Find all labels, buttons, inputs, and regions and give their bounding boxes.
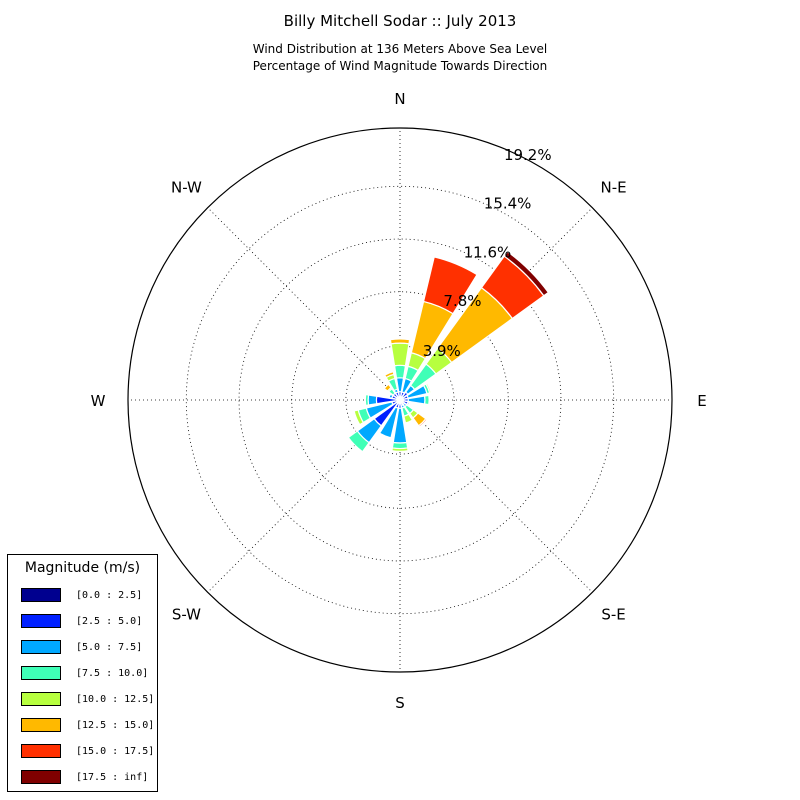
bar-segment-ssw-2 xyxy=(378,406,399,439)
direction-label-s-e: S-E xyxy=(601,606,625,624)
bar-segment-ene-4 xyxy=(425,382,432,394)
grid-ring xyxy=(345,345,455,455)
legend-label: [7.5 : 10.0] xyxy=(76,668,149,679)
radial-tick-label: 11.6% xyxy=(464,243,512,261)
bar-segment-ese-2 xyxy=(406,401,411,406)
legend-item: [17.5 : inf] xyxy=(21,770,151,786)
radial-tick-label: 3.9% xyxy=(423,342,461,360)
legend-swatch xyxy=(21,640,61,654)
direction-label-n: N xyxy=(394,90,405,108)
chart-subtitle-line-1: Wind Distribution at 136 Meters Above Se… xyxy=(252,42,548,56)
legend-swatch xyxy=(21,666,61,680)
bar-segment-e-3 xyxy=(423,394,430,406)
direction-label-w: W xyxy=(91,392,106,410)
legend-swatch xyxy=(21,744,61,758)
direction-label-s-w: S-W xyxy=(172,606,201,624)
bar-segment-wnw-2 xyxy=(388,393,394,399)
legend-label: [5.0 : 7.5] xyxy=(76,642,143,653)
legend-swatch xyxy=(21,770,61,784)
legend-item: [7.5 : 10.0] xyxy=(21,666,151,682)
bar-segment-nne-6 xyxy=(422,256,478,315)
legend-swatch xyxy=(21,718,61,732)
legend-label: [0.0 : 2.5] xyxy=(76,590,143,601)
bar-segment-s-3 xyxy=(391,441,409,450)
legend-item: [2.5 : 5.0] xyxy=(21,614,151,630)
bars-layer xyxy=(347,250,550,453)
legend-item: [5.0 : 7.5] xyxy=(21,640,151,656)
direction-label-s: S xyxy=(395,694,405,712)
grid-spoke xyxy=(207,207,401,401)
bar-segment-w-2 xyxy=(367,394,378,406)
legend-label: [12.5 : 15.0] xyxy=(76,720,155,731)
legend-item: [15.0 : 17.5] xyxy=(21,744,155,760)
direction-label-n-e: N-E xyxy=(600,178,626,196)
bar-segment-n-3 xyxy=(393,364,407,379)
labels-layer: 3.9% 7.8% 11.6% 15.4% 19.2% N N-E E S-E S S-W W N-W xyxy=(91,90,707,712)
bar-segment-sse-4 xyxy=(403,413,414,424)
legend-item: [12.5 : 15.0] xyxy=(21,718,155,734)
bar-segment-s-4 xyxy=(391,447,409,452)
chart-title: Billy Mitchell Sodar :: July 2013 xyxy=(283,12,517,30)
grid-spoke xyxy=(207,399,401,593)
legend: Magnitude (m/s) [0.0 : 2.5] [2.5 : 5.0] … xyxy=(7,554,158,792)
outer-ring xyxy=(127,127,673,673)
bar-segment-w-3 xyxy=(364,393,370,407)
bar-segment-nw-5 xyxy=(383,383,392,392)
legend-swatch xyxy=(21,588,61,602)
grid-spoke xyxy=(399,399,593,593)
grid-ring xyxy=(185,185,615,615)
bar-segment-n-4 xyxy=(390,342,410,367)
bar-segment-ne-7 xyxy=(503,250,550,297)
bar-segment-se-6 xyxy=(417,417,428,428)
legend-label: [15.0 : 17.5] xyxy=(76,746,155,757)
bar-segment-sw-3 xyxy=(347,430,370,453)
radial-tick-label: 15.4% xyxy=(484,195,532,213)
direction-label-n-w: N-W xyxy=(171,178,202,196)
bar-segment-nnw-5 xyxy=(383,370,395,379)
bar-segment-n-5 xyxy=(389,338,411,345)
legend-item: [0.0 : 2.5] xyxy=(21,588,151,604)
direction-label-e: E xyxy=(697,392,706,410)
radial-tick-label: 7.8% xyxy=(443,292,481,310)
chart-subtitle-line-2: Percentage of Wind Magnitude Towards Dir… xyxy=(252,59,548,73)
legend-swatch xyxy=(21,692,61,706)
legend-swatch xyxy=(21,614,61,628)
legend-label: [2.5 : 5.0] xyxy=(76,616,143,627)
grid-layer xyxy=(128,128,672,672)
legend-label: [10.0 : 12.5] xyxy=(76,694,155,705)
radial-tick-label: 19.2% xyxy=(504,146,552,164)
bar-segment-wsw-4 xyxy=(353,409,365,426)
chart-subtitle: Wind Distribution at 136 Meters Above Se… xyxy=(0,41,800,75)
legend-item: [10.0 : 12.5] xyxy=(21,692,155,708)
legend-title: Magnitude (m/s) xyxy=(24,560,141,576)
legend-label: [17.5 : inf] xyxy=(76,772,149,783)
